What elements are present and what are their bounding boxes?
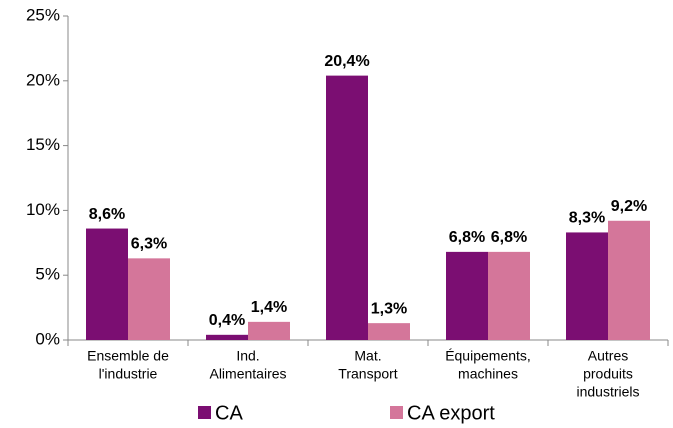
x-tick-label: Ind. (236, 348, 259, 364)
y-tick-label: 10% (26, 200, 60, 219)
data-label: 6,8% (449, 229, 485, 246)
data-label: 0,4% (209, 312, 245, 329)
data-label: 1,4% (251, 299, 287, 316)
data-label: 20,4% (324, 53, 369, 70)
y-tick-label: 5% (35, 265, 60, 284)
bar (446, 251, 488, 340)
bar (488, 251, 530, 340)
bar (326, 75, 368, 340)
x-tick-label: machines (458, 366, 518, 382)
y-tick-label: 20% (26, 70, 60, 89)
y-tick-label: 15% (26, 135, 60, 154)
data-label: 6,8% (491, 229, 527, 246)
x-tick-label: Ensemble de (87, 348, 169, 364)
data-label: 8,6% (89, 206, 125, 223)
x-tick-label: Autres (588, 348, 628, 364)
data-label: 6,3% (131, 236, 167, 253)
bar (368, 323, 410, 340)
bar (248, 321, 290, 340)
x-tick-label: Transport (338, 366, 398, 382)
x-tick-label: l'industrie (99, 366, 158, 382)
y-tick-label: 0% (35, 329, 60, 348)
legend-label: CA (215, 402, 243, 424)
data-label: 1,3% (371, 300, 407, 317)
data-label: 8,3% (569, 210, 605, 227)
legend-swatch (390, 406, 403, 419)
data-label: 9,2% (611, 198, 647, 215)
legend-swatch (198, 406, 211, 419)
x-tick-label: Mat. (354, 348, 381, 364)
x-tick-label: industriels (576, 384, 639, 400)
y-tick-label: 25% (26, 5, 60, 24)
bar (128, 258, 170, 340)
x-tick-label: Équipements, (445, 348, 531, 364)
bar (608, 220, 650, 340)
bar (86, 228, 128, 340)
legend-label: CA export (407, 402, 495, 424)
x-tick-label: Alimentaires (209, 366, 286, 382)
bar (566, 232, 608, 340)
bar (206, 334, 248, 340)
x-tick-label: produits (583, 366, 633, 382)
